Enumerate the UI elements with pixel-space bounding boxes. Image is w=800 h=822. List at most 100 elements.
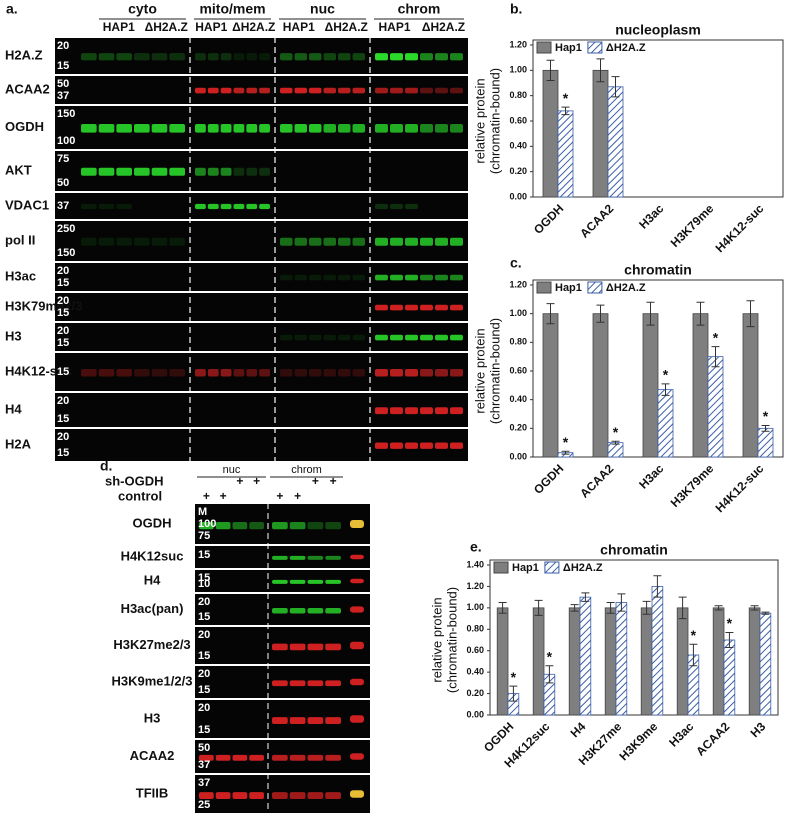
legend-label: ΔH2A.Z (563, 562, 603, 574)
bar (712, 607, 725, 716)
band (307, 579, 324, 584)
x-tick-label: OGDH (531, 461, 566, 496)
condition-mark: + (312, 474, 319, 488)
band (325, 643, 341, 651)
band (325, 522, 341, 530)
band (435, 124, 448, 133)
band (246, 87, 258, 94)
band (307, 792, 324, 799)
row-label: H3K79me2/3 (5, 298, 82, 313)
band (375, 53, 388, 61)
panel-label: a. (6, 1, 18, 17)
band (390, 53, 403, 61)
error-bar (653, 575, 662, 598)
band (450, 53, 463, 61)
error-bar (646, 301, 655, 326)
band (325, 792, 341, 799)
band (134, 53, 150, 61)
mw-marker: 15 (57, 60, 69, 72)
group-label: nuc (223, 464, 241, 476)
band (199, 522, 214, 530)
band (405, 237, 418, 246)
band (435, 304, 448, 311)
bar (748, 607, 761, 716)
x-tick-label: H3K79me (668, 461, 717, 510)
ladder-band (350, 554, 364, 560)
condition-mark: + (253, 474, 260, 488)
legend-swatch (587, 281, 603, 294)
group-label: mito/mem (199, 1, 265, 17)
y-tick-label: 0.80 (509, 90, 527, 100)
band (220, 53, 232, 61)
band (307, 522, 324, 530)
band (151, 124, 168, 133)
y-tick-label: 1.00 (509, 65, 527, 75)
band (220, 368, 232, 377)
legend-label: ΔH2A.Z (606, 282, 646, 294)
band (81, 167, 97, 176)
y-axis-label: relative protein (429, 597, 444, 682)
significance-mark: * (547, 648, 553, 664)
band (390, 274, 403, 281)
band (323, 237, 336, 246)
y-tick-label: 0.80 (509, 337, 527, 347)
y-tick-label: 0.40 (509, 141, 527, 151)
mw-marker: 50 (57, 78, 69, 90)
band (294, 124, 307, 133)
legend-swatch (536, 41, 552, 54)
significance-mark: * (613, 424, 619, 440)
condition-label: control (118, 488, 162, 503)
significance-mark: * (663, 367, 669, 383)
mw-marker: 15 (198, 684, 210, 696)
band (420, 87, 433, 94)
panel-label: b. (510, 1, 522, 17)
band (151, 237, 168, 246)
mw-marker: 20 (198, 702, 210, 714)
band (220, 203, 232, 210)
mw-marker: M (198, 506, 207, 518)
condition-mark: + (330, 474, 337, 488)
band (307, 607, 324, 614)
mw-marker: 15 (57, 366, 69, 378)
mw-marker: 20 (57, 40, 69, 52)
band (352, 124, 365, 133)
band (323, 274, 336, 281)
panel-label: d. (100, 458, 112, 474)
band (352, 53, 365, 61)
band (405, 87, 418, 94)
band (375, 407, 388, 415)
y-tick-label: 1.40 (466, 559, 484, 569)
band (233, 167, 245, 176)
condition-mark: + (276, 489, 283, 503)
bar (592, 69, 609, 198)
error-bar (761, 424, 770, 432)
significance-mark: * (763, 408, 769, 424)
error-bar (678, 596, 687, 620)
mw-marker: 15 (198, 549, 210, 561)
band (450, 274, 463, 281)
band (272, 579, 288, 584)
mw-marker: 15 (57, 307, 69, 319)
band (207, 167, 219, 176)
y-axis-label: relative protein (472, 78, 487, 163)
plot-frame (532, 39, 784, 198)
band (98, 237, 115, 246)
row-label: TFIIB (136, 785, 169, 800)
band (420, 304, 433, 311)
y-tick-label: 0.80 (466, 624, 484, 634)
x-tick-label: H3ac (636, 461, 666, 491)
band (207, 124, 219, 133)
band (294, 237, 307, 246)
mw-marker: 20 (57, 295, 69, 307)
band (233, 368, 245, 377)
mw-marker: 50 (57, 177, 69, 189)
band (307, 555, 324, 560)
mw-marker: 150 (57, 247, 75, 259)
band (390, 87, 403, 94)
band (81, 237, 97, 246)
error-bar (596, 304, 605, 323)
mw-marker: 75 (57, 153, 69, 165)
error-bar (546, 303, 555, 325)
band (233, 203, 245, 210)
